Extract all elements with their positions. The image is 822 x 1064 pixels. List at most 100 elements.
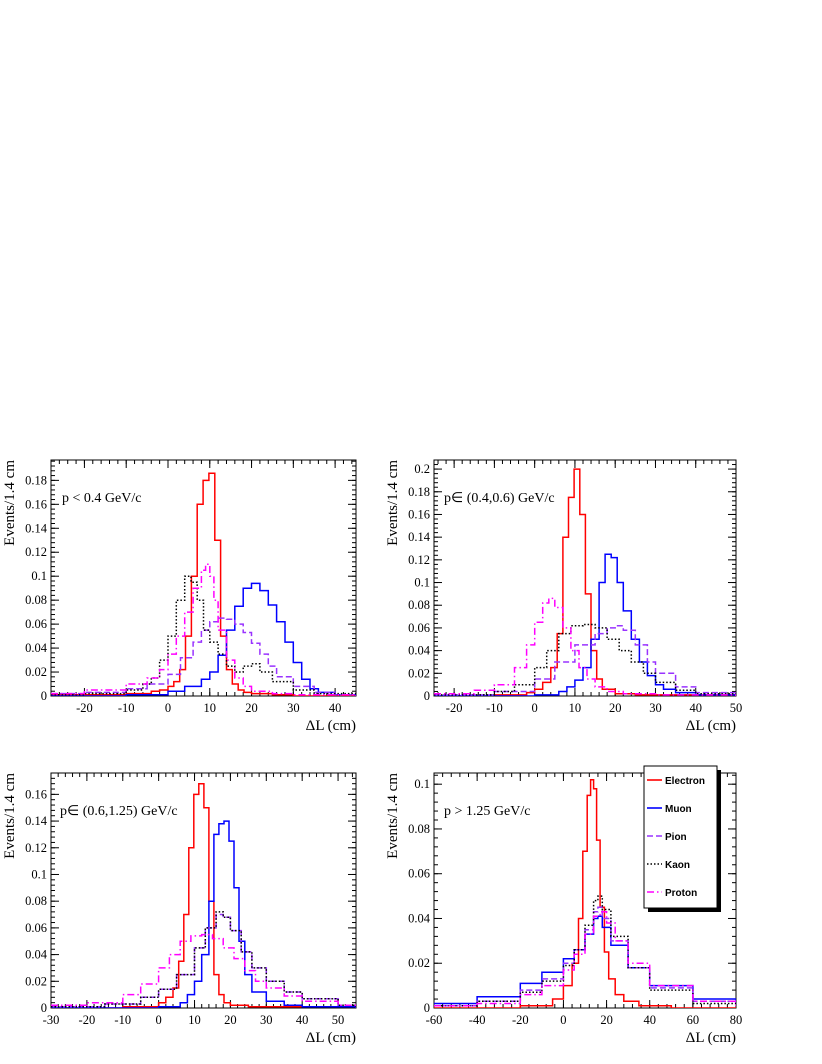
series-pion (51, 913, 356, 1008)
y-tick-label: 0.06 (25, 617, 47, 631)
y-tick-label: 0.08 (25, 894, 47, 908)
x-tick-label: 10 (204, 701, 217, 715)
y-tick-label: 0.1 (31, 569, 47, 583)
panel-bottom-right: -60 -40 -20 0 20 40 60 80 0 0.02 0.04 0.06 0.08 0.1 Ev… (385, 772, 743, 1046)
plot-frame (50, 459, 357, 697)
y-tick-label: 0.12 (25, 545, 47, 559)
x-tick-label: 20 (609, 701, 622, 715)
legend-label-proton: Proton (665, 888, 697, 899)
x-tick-label: 0 (560, 1013, 566, 1027)
y-tick-label: 0.02 (25, 974, 47, 988)
series-muon (434, 553, 736, 696)
series-proton (434, 597, 736, 696)
y-tick-label: 0.14 (25, 814, 48, 828)
x-tick-label: -20 (512, 1013, 529, 1027)
panel-top-right: -20 -10 0 10 20 30 40 50 0 0.02 0.04 0.06 0.08 0.1 0.1… (385, 459, 743, 734)
y-tick-label: 0.1 (414, 777, 430, 791)
series-electron (51, 782, 356, 1008)
panel-bottom-left: -30 -20 -10 0 10 20 30 40 50 0 0.02 0.04 0.06 0.08 0.1… (2, 772, 357, 1046)
y-tick-label: 0.02 (25, 665, 47, 679)
y-tick-label: 0.14 (25, 521, 48, 535)
x-tick-label: 10 (569, 701, 582, 715)
x-axis-title: ΔL (cm) (306, 718, 356, 734)
x-tick-label: -10 (486, 701, 503, 715)
x-tick-label: 0 (165, 701, 171, 715)
x-tick-label: -10 (118, 701, 135, 715)
series-kaon (434, 623, 736, 696)
series-pion (434, 906, 736, 1007)
y-tick-label: 0 (41, 1001, 47, 1015)
y-tick-label: 0.08 (408, 822, 430, 836)
x-tick-label: 80 (730, 1013, 743, 1027)
x-tick-label: 20 (600, 1013, 613, 1027)
x-tick-label: -40 (469, 1013, 486, 1027)
y-tick-label: 0.18 (25, 473, 47, 487)
x-axis-title: ΔL (cm) (306, 1030, 356, 1046)
legend-label-electron: Electron (665, 776, 705, 787)
y-tick-label: 0.04 (408, 644, 431, 658)
y-axis-title: Events/1.4 cm (2, 773, 18, 859)
y-axis-title: Events/1.4 cm (385, 460, 401, 546)
x-tick-label: 60 (687, 1013, 700, 1027)
x-tick-label: -30 (43, 1013, 60, 1027)
y-tick-label: 0.04 (408, 911, 431, 925)
y-tick-label: 0.06 (408, 867, 430, 881)
y-tick-label: 0.1 (31, 867, 47, 881)
y-axis-title: Events/1.4 cm (385, 773, 401, 859)
momentum-range-label: p > 1.25 GeV/c (444, 804, 530, 819)
y-tick-label: 0.16 (25, 497, 47, 511)
legend-box (643, 765, 718, 909)
y-tick-label: 0 (424, 1001, 430, 1015)
x-tick-label: -20 (76, 701, 93, 715)
y-tick-label: 0.02 (408, 956, 430, 970)
y-tick-label: 0.16 (25, 787, 47, 801)
series-kaon (51, 911, 356, 1008)
momentum-range-label: p < 0.4 GeV/c (62, 491, 141, 506)
x-tick-label: 40 (689, 701, 702, 715)
y-tick-label: 0.12 (25, 841, 47, 855)
y-tick-label: 0.08 (25, 593, 47, 607)
legend-label-kaon: Kaon (665, 860, 690, 871)
x-tick-label: 30 (649, 701, 662, 715)
series-electron (434, 778, 736, 1008)
x-tick-label: 20 (224, 1013, 237, 1027)
x-tick-label: 40 (296, 1013, 309, 1027)
x-tick-label: 50 (730, 701, 743, 715)
y-tick-label: 0.04 (25, 641, 48, 655)
y-axis-title: Events/1.4 cm (2, 460, 18, 546)
x-tick-label: -10 (114, 1013, 131, 1027)
y-tick-label: 0.16 (408, 507, 430, 521)
series-pion (51, 617, 356, 696)
y-tick-label: 0 (424, 689, 430, 703)
x-axis-title: ΔL (cm) (686, 1030, 736, 1046)
legend-label-pion: Pion (665, 832, 687, 843)
x-axis-title: ΔL (cm) (686, 718, 736, 734)
plot-frame (433, 772, 737, 1009)
x-tick-label: 40 (643, 1013, 656, 1027)
x-tick-label: -20 (446, 701, 463, 715)
y-tick-label: 0.04 (25, 948, 48, 962)
x-tick-label: 30 (260, 1013, 273, 1027)
x-tick-label: 0 (532, 701, 538, 715)
x-tick-label: 10 (188, 1013, 201, 1027)
series-proton (434, 911, 736, 1007)
x-tick-label: 20 (245, 701, 258, 715)
y-tick-label: 0.06 (408, 621, 430, 635)
y-tick-label: 0.18 (408, 485, 430, 499)
x-tick-label: -20 (79, 1013, 96, 1027)
series-pion (434, 624, 736, 696)
x-tick-label: 0 (156, 1013, 162, 1027)
y-tick-label: 0 (41, 689, 47, 703)
y-tick-label: 0.14 (408, 530, 431, 544)
series-proton (51, 933, 356, 1007)
y-tick-label: 0.08 (408, 598, 430, 612)
x-tick-label: 50 (332, 1013, 345, 1027)
legend: Electron Muon Pion Kaon Proton (643, 765, 721, 912)
y-tick-label: 0.02 (408, 666, 430, 680)
x-tick-label: 40 (329, 701, 342, 715)
panel-top-left: -20 -10 0 10 20 30 40 0 0.02 0.04 0.06 0.08 0.1 0.12 0… (2, 459, 357, 734)
x-tick-label: 30 (287, 701, 300, 715)
series-kaon (51, 575, 356, 696)
legend-label-muon: Muon (665, 804, 692, 815)
